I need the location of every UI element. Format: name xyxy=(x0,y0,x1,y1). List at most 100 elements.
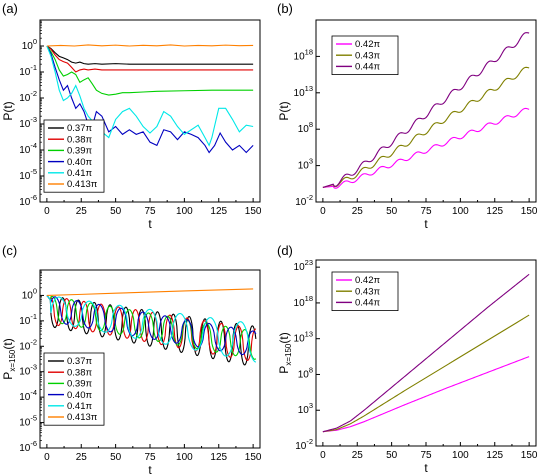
plot-frame xyxy=(39,269,261,449)
y-tick-label: 10-3 xyxy=(19,115,37,130)
y-tick-label: 1013 xyxy=(294,330,313,345)
x-tick-label: 125 xyxy=(210,452,227,463)
x-tick-label: 25 xyxy=(76,206,88,217)
series-line-6 xyxy=(46,288,254,296)
x-tick-label: 100 xyxy=(176,206,193,217)
y-tick-label: 10-1 xyxy=(19,63,37,78)
y-axis-label: Px=150(t) xyxy=(1,338,17,379)
legend-label: 0.39π xyxy=(67,146,92,157)
y-tick-label: 10-4 xyxy=(19,388,37,403)
series-line-3 xyxy=(322,273,530,433)
series-line-3 xyxy=(46,295,257,360)
plot-frame xyxy=(315,19,537,203)
x-tick-label: 0 xyxy=(44,206,50,217)
legend-label: 0.42π xyxy=(355,39,380,50)
chart-panel-3: (c) 0 25 50 75 100 125 150 10-6 10-5 10-4 10-3 10-2 1… xyxy=(1,243,262,474)
x-tick-label: 25 xyxy=(352,450,364,461)
y-tick-label: 10-5 xyxy=(19,414,37,429)
plot-frame xyxy=(315,259,537,447)
series-line-5 xyxy=(46,45,254,147)
x-axis-label: t xyxy=(148,217,152,231)
series-line-5 xyxy=(46,295,257,363)
x-tick-label: 75 xyxy=(144,206,156,217)
legend-label: 0.40π xyxy=(67,390,92,401)
y-tick-label: 10-4 xyxy=(19,141,37,156)
x-tick-label: 100 xyxy=(176,452,193,463)
series-line-2 xyxy=(46,45,254,73)
y-tick-label: 10-6 xyxy=(19,439,37,454)
x-tick-label: 50 xyxy=(386,206,398,217)
legend-label: 0.42π xyxy=(355,275,380,286)
x-tick-label: 0 xyxy=(320,450,326,461)
panel-label: (a) xyxy=(2,1,18,16)
legend-label: 0.37π xyxy=(67,356,92,367)
chart-panel-1: (a) 0 25 50 75 100 125 150 10-6 10-5 10-4 10-3 10-2 1… xyxy=(1,1,262,231)
x-tick-label: 150 xyxy=(521,206,538,217)
y-tick-label: 1023 xyxy=(294,258,313,273)
series-line-1 xyxy=(322,356,530,433)
y-tick-label: 10-2 xyxy=(295,437,313,452)
x-tick-label: 25 xyxy=(352,206,364,217)
y-tick-label: 100 xyxy=(22,286,37,301)
x-tick-label: 75 xyxy=(420,206,432,217)
legend-label: 0.43π xyxy=(355,50,380,61)
legend-label: 0.40π xyxy=(67,157,92,168)
series-line-2 xyxy=(322,314,530,433)
series-line-2 xyxy=(46,295,257,362)
x-tick-label: 75 xyxy=(420,450,432,461)
y-tick-label: 10-1 xyxy=(19,312,37,327)
x-tick-label: 150 xyxy=(245,452,262,463)
y-tick-label: 108 xyxy=(298,120,313,135)
y-tick-label: 10-3 xyxy=(19,363,37,378)
y-tick-label: 10-2 xyxy=(19,337,37,352)
x-tick-label: 125 xyxy=(486,450,503,461)
legend-label: 0.44π xyxy=(355,298,380,309)
x-tick-label: 150 xyxy=(245,206,262,217)
x-tick-label: 125 xyxy=(486,206,503,217)
y-tick-label: 10-5 xyxy=(19,167,37,182)
chart-panel-2: (b) 0 25 50 75 100 125 150 10-2 103 108 1013 1018 t P(… xyxy=(277,1,538,231)
legend-label: 0.41π xyxy=(67,401,92,412)
legend-label: 0.39π xyxy=(67,379,92,390)
y-tick-label: 10-6 xyxy=(19,193,37,208)
legend-box xyxy=(43,352,105,426)
y-tick-label: 108 xyxy=(298,365,313,380)
series-line-3 xyxy=(322,32,530,188)
x-axis-label: t xyxy=(148,463,152,474)
legend-label: 0.38π xyxy=(67,367,92,378)
x-tick-label: 150 xyxy=(521,450,538,461)
plot-frame xyxy=(39,19,261,203)
legend-label: 0.37π xyxy=(67,123,92,134)
x-tick-label: 50 xyxy=(110,206,122,217)
y-tick-label: 1013 xyxy=(294,84,313,99)
y-axis-label: P(t) xyxy=(277,101,291,120)
x-tick-label: 100 xyxy=(452,206,469,217)
legend-box xyxy=(43,119,105,193)
y-tick-label: 100 xyxy=(22,37,37,52)
x-tick-label: 50 xyxy=(110,452,122,463)
legend-label: 0.38π xyxy=(67,134,92,145)
y-axis-label: Px=150(t) xyxy=(277,332,293,373)
legend-label: 0.413π xyxy=(67,179,98,190)
x-axis-label: t xyxy=(424,217,428,231)
x-tick-label: 25 xyxy=(76,452,88,463)
y-tick-label: 10-2 xyxy=(19,89,37,104)
x-tick-label: 0 xyxy=(44,452,50,463)
series-line-2 xyxy=(322,66,530,188)
series-line-4 xyxy=(46,45,254,154)
y-tick-label: 103 xyxy=(298,401,313,416)
legend-label: 0.41π xyxy=(67,168,92,179)
x-tick-label: 125 xyxy=(210,206,227,217)
x-tick-label: 0 xyxy=(320,206,326,217)
series-line-1 xyxy=(322,107,530,189)
panel-label: (d) xyxy=(277,243,293,258)
legend-label: 0.44π xyxy=(355,62,380,73)
y-tick-label: 103 xyxy=(298,157,313,172)
y-tick-label: 1018 xyxy=(294,294,313,309)
series-line-1 xyxy=(46,45,254,65)
